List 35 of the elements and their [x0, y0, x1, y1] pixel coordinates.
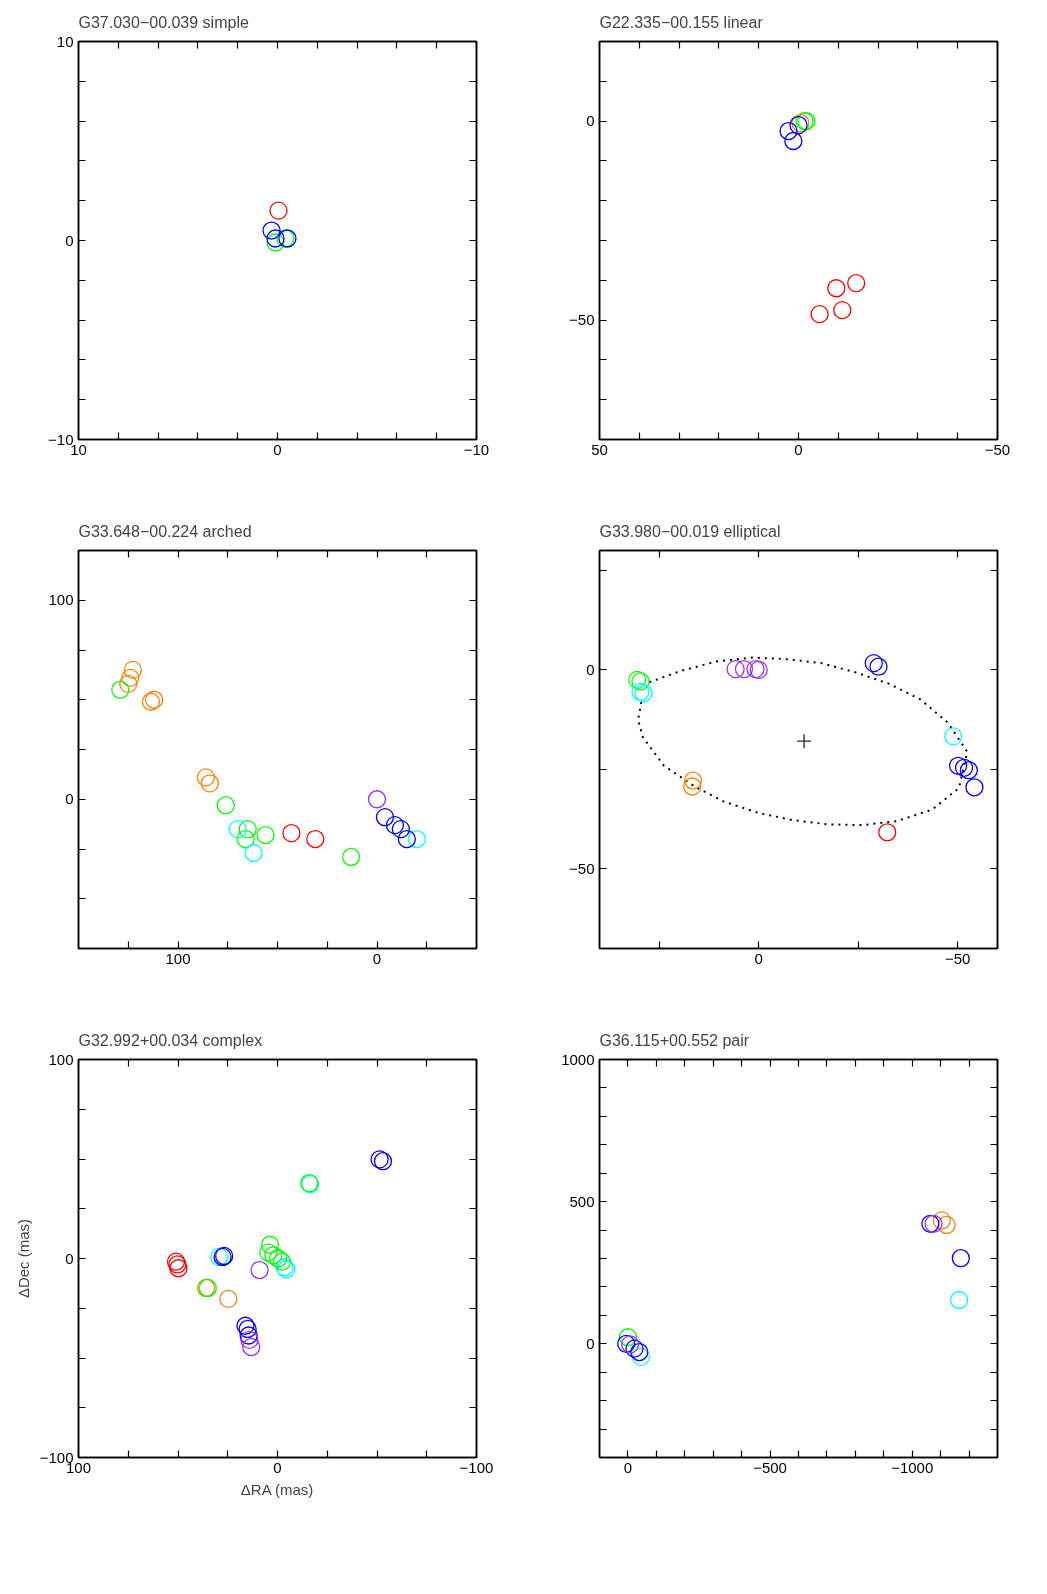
y-tick-label: 0 [586, 112, 595, 130]
x-tick-label: −50 [984, 440, 1011, 458]
y-tick-label: −50 [569, 859, 595, 877]
x-tick-label: −500 [753, 1458, 787, 1476]
x-tick-label: 100 [165, 949, 191, 967]
y-tick-label: 10 [56, 32, 74, 50]
x-tick-label: −1000 [891, 1458, 934, 1476]
y-tick-label: 100 [48, 1050, 74, 1068]
x-tick-label: −100 [459, 1458, 494, 1476]
y-tick-label: 1000 [561, 1050, 595, 1068]
y-tick-label: −50 [569, 311, 595, 329]
chart-title: G37.030−00.039 simple [78, 13, 249, 31]
x-tick-label: −10 [463, 440, 490, 458]
y-tick-label: 100 [48, 591, 74, 609]
y-axis-title: ΔDec (mas) [14, 1218, 32, 1299]
x-axis-title: ΔRA (mas) [240, 1480, 314, 1498]
y-tick-label: 0 [65, 790, 74, 808]
y-tick-label: 0 [65, 231, 74, 249]
x-tick-label: 0 [794, 440, 803, 458]
y-tick-label: 0 [65, 1249, 74, 1267]
chart-title: G32.992+00.034 complex [78, 1031, 263, 1049]
y-tick-label: 500 [569, 1192, 595, 1210]
x-tick-label: 0 [372, 949, 382, 967]
chart-title: G22.335−00.155 linear [599, 13, 764, 31]
chart-title: G33.648−00.224 arched [78, 522, 252, 540]
x-tick-label: 50 [591, 440, 608, 458]
x-tick-label: 0 [273, 440, 282, 458]
x-tick-label: −50 [944, 949, 971, 967]
chart-title: G33.980−00.019 elliptical [599, 522, 781, 540]
x-tick-label: 0 [273, 1458, 282, 1476]
x-tick-label: 0 [754, 949, 763, 967]
x-tick-label: 0 [623, 1458, 633, 1476]
y-tick-label: 0 [586, 1334, 595, 1352]
y-tick-label: 0 [586, 660, 595, 678]
chart-title: G36.115+00.552 pair [599, 1031, 750, 1049]
